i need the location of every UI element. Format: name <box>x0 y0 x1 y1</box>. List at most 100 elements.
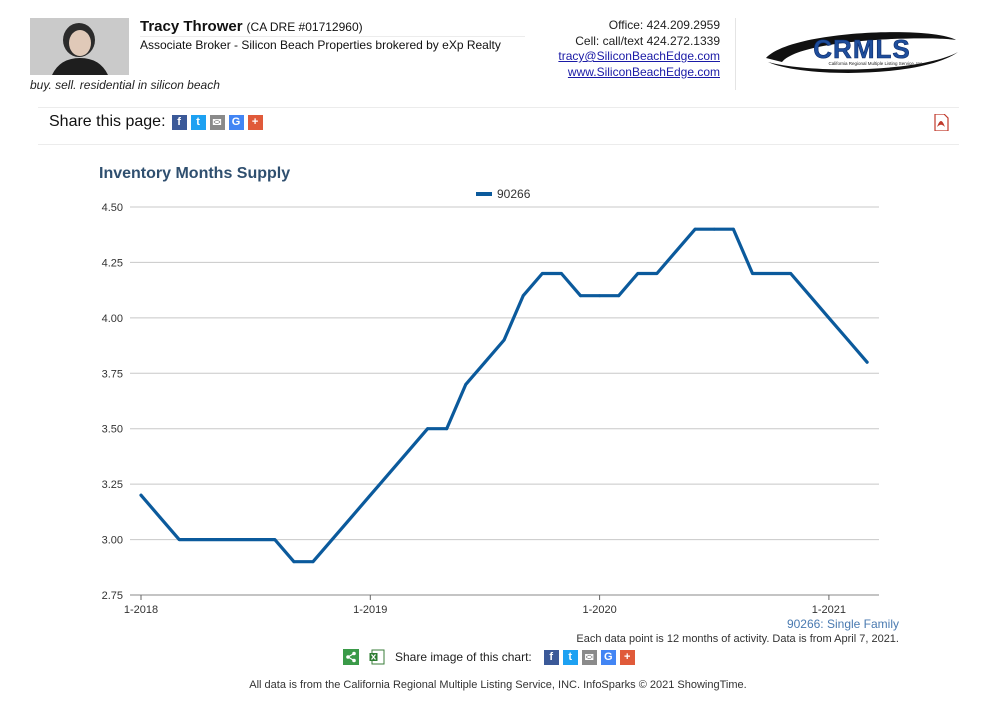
share-chart-bar: Share image of this chart: f t ✉ G + <box>343 649 635 665</box>
website-link[interactable]: www.SiliconBeachEdge.com <box>567 64 720 79</box>
data-point <box>464 383 468 386</box>
data-point <box>712 227 716 231</box>
y-tick-label: 4.50 <box>102 202 123 214</box>
data-point <box>158 516 162 519</box>
data-point <box>407 449 410 453</box>
agent-tagline: buy. sell. residential in silicon beach <box>30 78 220 92</box>
more-share-button[interactable]: + <box>247 114 263 130</box>
data-point <box>540 272 544 275</box>
chart-series <box>139 227 869 564</box>
twitter-share-button[interactable]: t <box>190 114 206 130</box>
x-tick-label: 1-2018 <box>124 604 158 616</box>
contact-block: Office: 424.209.2959 Cell: call/text 424… <box>520 18 720 80</box>
data-point <box>139 493 143 497</box>
data-point <box>445 427 449 431</box>
name-divider <box>140 36 525 37</box>
email-share-button[interactable]: ✉ <box>209 114 225 130</box>
agent-dre: (CA DRE #01712960) <box>246 20 363 34</box>
agent-photo-image <box>30 18 129 75</box>
y-tick-label: 4.25 <box>102 257 123 269</box>
agent-name-line: Tracy Thrower (CA DRE #01712960) <box>140 18 363 35</box>
data-point <box>655 272 659 275</box>
chart-grid <box>130 206 879 596</box>
y-tick-label: 2.75 <box>102 590 123 602</box>
y-tick-label: 3.00 <box>102 535 123 547</box>
cell-phone: Cell: call/text 424.272.1339 <box>575 33 720 48</box>
crmls-logo-subtext: California Regional Multiple Listing Ser… <box>828 61 923 66</box>
data-point <box>598 294 601 298</box>
y-tick-label: 3.75 <box>102 368 123 380</box>
data-point <box>846 338 850 342</box>
data-point <box>827 316 831 320</box>
data-point <box>808 294 812 298</box>
data-point <box>273 538 277 541</box>
data-point <box>254 538 258 541</box>
y-tick-label: 3.25 <box>102 479 123 491</box>
data-point <box>196 538 200 541</box>
chart-google-share-button[interactable]: G <box>600 649 616 665</box>
header-rule <box>38 107 959 108</box>
line-chart: 90266 2.75 3.00 3.25 3.50 3.75 4.00 4.25 4.50 1… <box>102 187 879 616</box>
chart-facebook-share-button[interactable]: f <box>543 649 559 665</box>
share-network-icon[interactable] <box>343 649 359 665</box>
data-point <box>617 294 621 298</box>
share-chart-label: Share image of this chart: <box>395 650 532 664</box>
data-point <box>751 272 754 275</box>
chart-more-share-button[interactable]: + <box>619 649 635 665</box>
data-point <box>368 493 372 497</box>
data-point <box>732 227 735 231</box>
data-point <box>388 471 391 475</box>
chart-email-share-button[interactable]: ✉ <box>581 649 597 665</box>
data-point <box>674 249 678 253</box>
data-point <box>579 294 582 298</box>
data-point <box>521 294 525 298</box>
share-page-bar: Share this page: f t ✉ G + <box>49 113 263 131</box>
x-tick-label: 1-2019 <box>353 604 387 616</box>
series-caption[interactable]: 90266: Single Family <box>786 617 899 631</box>
data-point <box>426 427 429 431</box>
data-note: Each data point is 12 months of activity… <box>576 633 899 645</box>
facebook-share-button[interactable]: f <box>171 114 187 130</box>
data-point <box>636 272 640 275</box>
chart-title: Inventory Months Supply <box>99 165 291 182</box>
data-point <box>483 360 487 364</box>
crmls-logo: CRMLS California Regional Multiple Listi… <box>762 28 962 80</box>
google-share-button[interactable]: G <box>228 114 244 130</box>
series-line-90266 <box>139 227 869 564</box>
x-axis: 1-2018 1-2019 1-2020 1-2021 <box>124 595 846 616</box>
pdf-icon[interactable] <box>933 113 949 132</box>
data-point <box>770 272 773 275</box>
disclaimer: All data is from the California Regional… <box>249 679 747 691</box>
legend-label-90266: 90266 <box>497 187 531 201</box>
crmls-logo-text: CRMLS <box>813 34 910 64</box>
data-point <box>311 560 315 564</box>
excel-export-icon[interactable] <box>369 649 385 665</box>
chart-legend: 90266 <box>476 187 531 201</box>
data-point <box>865 360 869 364</box>
data-point <box>789 272 793 275</box>
agent-title: Associate Broker - Silicon Beach Propert… <box>140 38 501 52</box>
y-tick-label: 3.50 <box>102 424 123 436</box>
share-rule <box>38 144 959 145</box>
header-divider <box>735 18 736 90</box>
data-point <box>330 538 334 541</box>
email-link[interactable]: tracy@SiliconBeachEdge.com <box>558 49 720 63</box>
x-tick-label: 1-2020 <box>582 604 616 616</box>
share-page-label: Share this page: <box>49 113 166 130</box>
agent-name: Tracy Thrower <box>140 18 243 35</box>
data-point <box>216 538 219 541</box>
x-tick-label: 1-2021 <box>812 604 846 616</box>
chart-twitter-share-button[interactable]: t <box>562 649 578 665</box>
data-point <box>292 560 296 564</box>
crmls-logo-image: CRMLS California Regional Multiple Listi… <box>766 32 958 73</box>
data-point <box>177 538 181 541</box>
data-point <box>235 538 238 541</box>
office-phone: Office: 424.209.2959 <box>608 18 720 32</box>
data-point <box>693 227 697 231</box>
y-tick-label: 4.00 <box>102 313 123 325</box>
data-point <box>502 338 506 342</box>
agent-photo <box>30 18 129 75</box>
data-point <box>560 272 563 275</box>
y-axis: 2.75 3.00 3.25 3.50 3.75 4.00 4.25 4.50 <box>102 202 123 602</box>
data-point <box>349 516 353 519</box>
